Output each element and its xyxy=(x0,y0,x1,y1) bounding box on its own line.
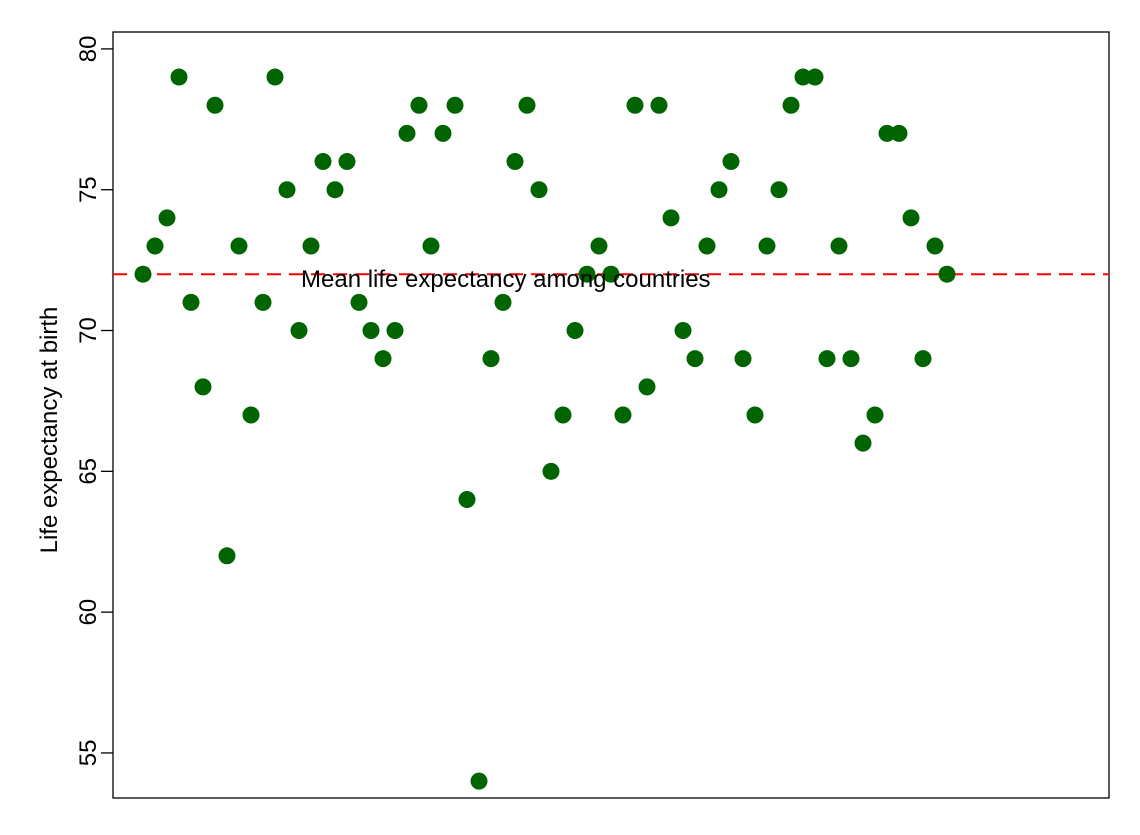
data-point xyxy=(626,96,644,114)
data-point xyxy=(650,96,668,114)
data-point xyxy=(482,350,500,368)
data-point xyxy=(350,293,368,311)
data-point xyxy=(926,237,944,255)
data-point xyxy=(290,322,308,340)
data-point xyxy=(578,265,596,283)
data-point xyxy=(794,68,812,86)
y-tick-label: 55 xyxy=(75,740,102,767)
data-point xyxy=(542,462,560,480)
data-point xyxy=(830,237,848,255)
data-point xyxy=(746,406,764,424)
data-point xyxy=(230,237,248,255)
data-point xyxy=(470,772,488,790)
data-point xyxy=(938,265,956,283)
data-point xyxy=(638,378,656,396)
data-point xyxy=(446,96,464,114)
data-point xyxy=(602,265,620,283)
data-point xyxy=(518,96,536,114)
data-point xyxy=(146,237,164,255)
data-point xyxy=(890,124,908,142)
data-point xyxy=(422,237,440,255)
data-point xyxy=(434,124,452,142)
data-point xyxy=(854,434,872,452)
data-point xyxy=(410,96,428,114)
data-point xyxy=(842,350,860,368)
data-point xyxy=(134,265,152,283)
data-point xyxy=(218,547,236,565)
data-point xyxy=(914,350,932,368)
data-point xyxy=(902,209,920,227)
data-point xyxy=(782,96,800,114)
data-point xyxy=(590,237,608,255)
plot-frame xyxy=(112,31,1110,799)
data-point xyxy=(362,322,380,340)
data-point xyxy=(818,350,836,368)
data-point xyxy=(662,209,680,227)
data-point xyxy=(158,209,176,227)
data-point xyxy=(266,68,284,86)
data-point xyxy=(206,96,224,114)
data-point xyxy=(506,153,524,171)
data-point xyxy=(710,181,728,199)
data-point xyxy=(566,322,584,340)
data-point xyxy=(686,350,704,368)
data-point xyxy=(806,68,824,86)
y-tick-label: 80 xyxy=(75,36,102,63)
y-axis-label: Life expectancy at birth xyxy=(36,307,63,554)
data-point xyxy=(722,153,740,171)
data-point xyxy=(314,153,332,171)
data-point xyxy=(302,237,320,255)
data-point xyxy=(242,406,260,424)
data-point xyxy=(878,124,896,142)
data-point xyxy=(458,490,476,508)
data-point xyxy=(374,350,392,368)
data-point xyxy=(770,181,788,199)
data-points xyxy=(134,68,956,790)
y-tick-label: 75 xyxy=(75,176,102,203)
data-point xyxy=(278,181,296,199)
data-point xyxy=(182,293,200,311)
data-point xyxy=(866,406,884,424)
data-point xyxy=(698,237,716,255)
y-axis: 55 60 65 70 75 80 xyxy=(75,36,113,767)
data-point xyxy=(170,68,188,86)
data-point xyxy=(758,237,776,255)
data-point xyxy=(194,378,212,396)
reference-line-label: Mean life expectancy among countries xyxy=(301,266,711,293)
y-tick-label: 60 xyxy=(75,599,102,626)
y-tick-label: 65 xyxy=(75,458,102,485)
data-point xyxy=(530,181,548,199)
data-point xyxy=(398,124,416,142)
data-point xyxy=(338,153,356,171)
data-point xyxy=(674,322,692,340)
data-point xyxy=(254,293,272,311)
data-point xyxy=(494,293,512,311)
y-tick-label: 70 xyxy=(75,317,102,344)
data-point xyxy=(734,350,752,368)
data-point xyxy=(554,406,572,424)
data-point xyxy=(386,322,404,340)
data-point xyxy=(326,181,344,199)
data-point xyxy=(614,406,632,424)
